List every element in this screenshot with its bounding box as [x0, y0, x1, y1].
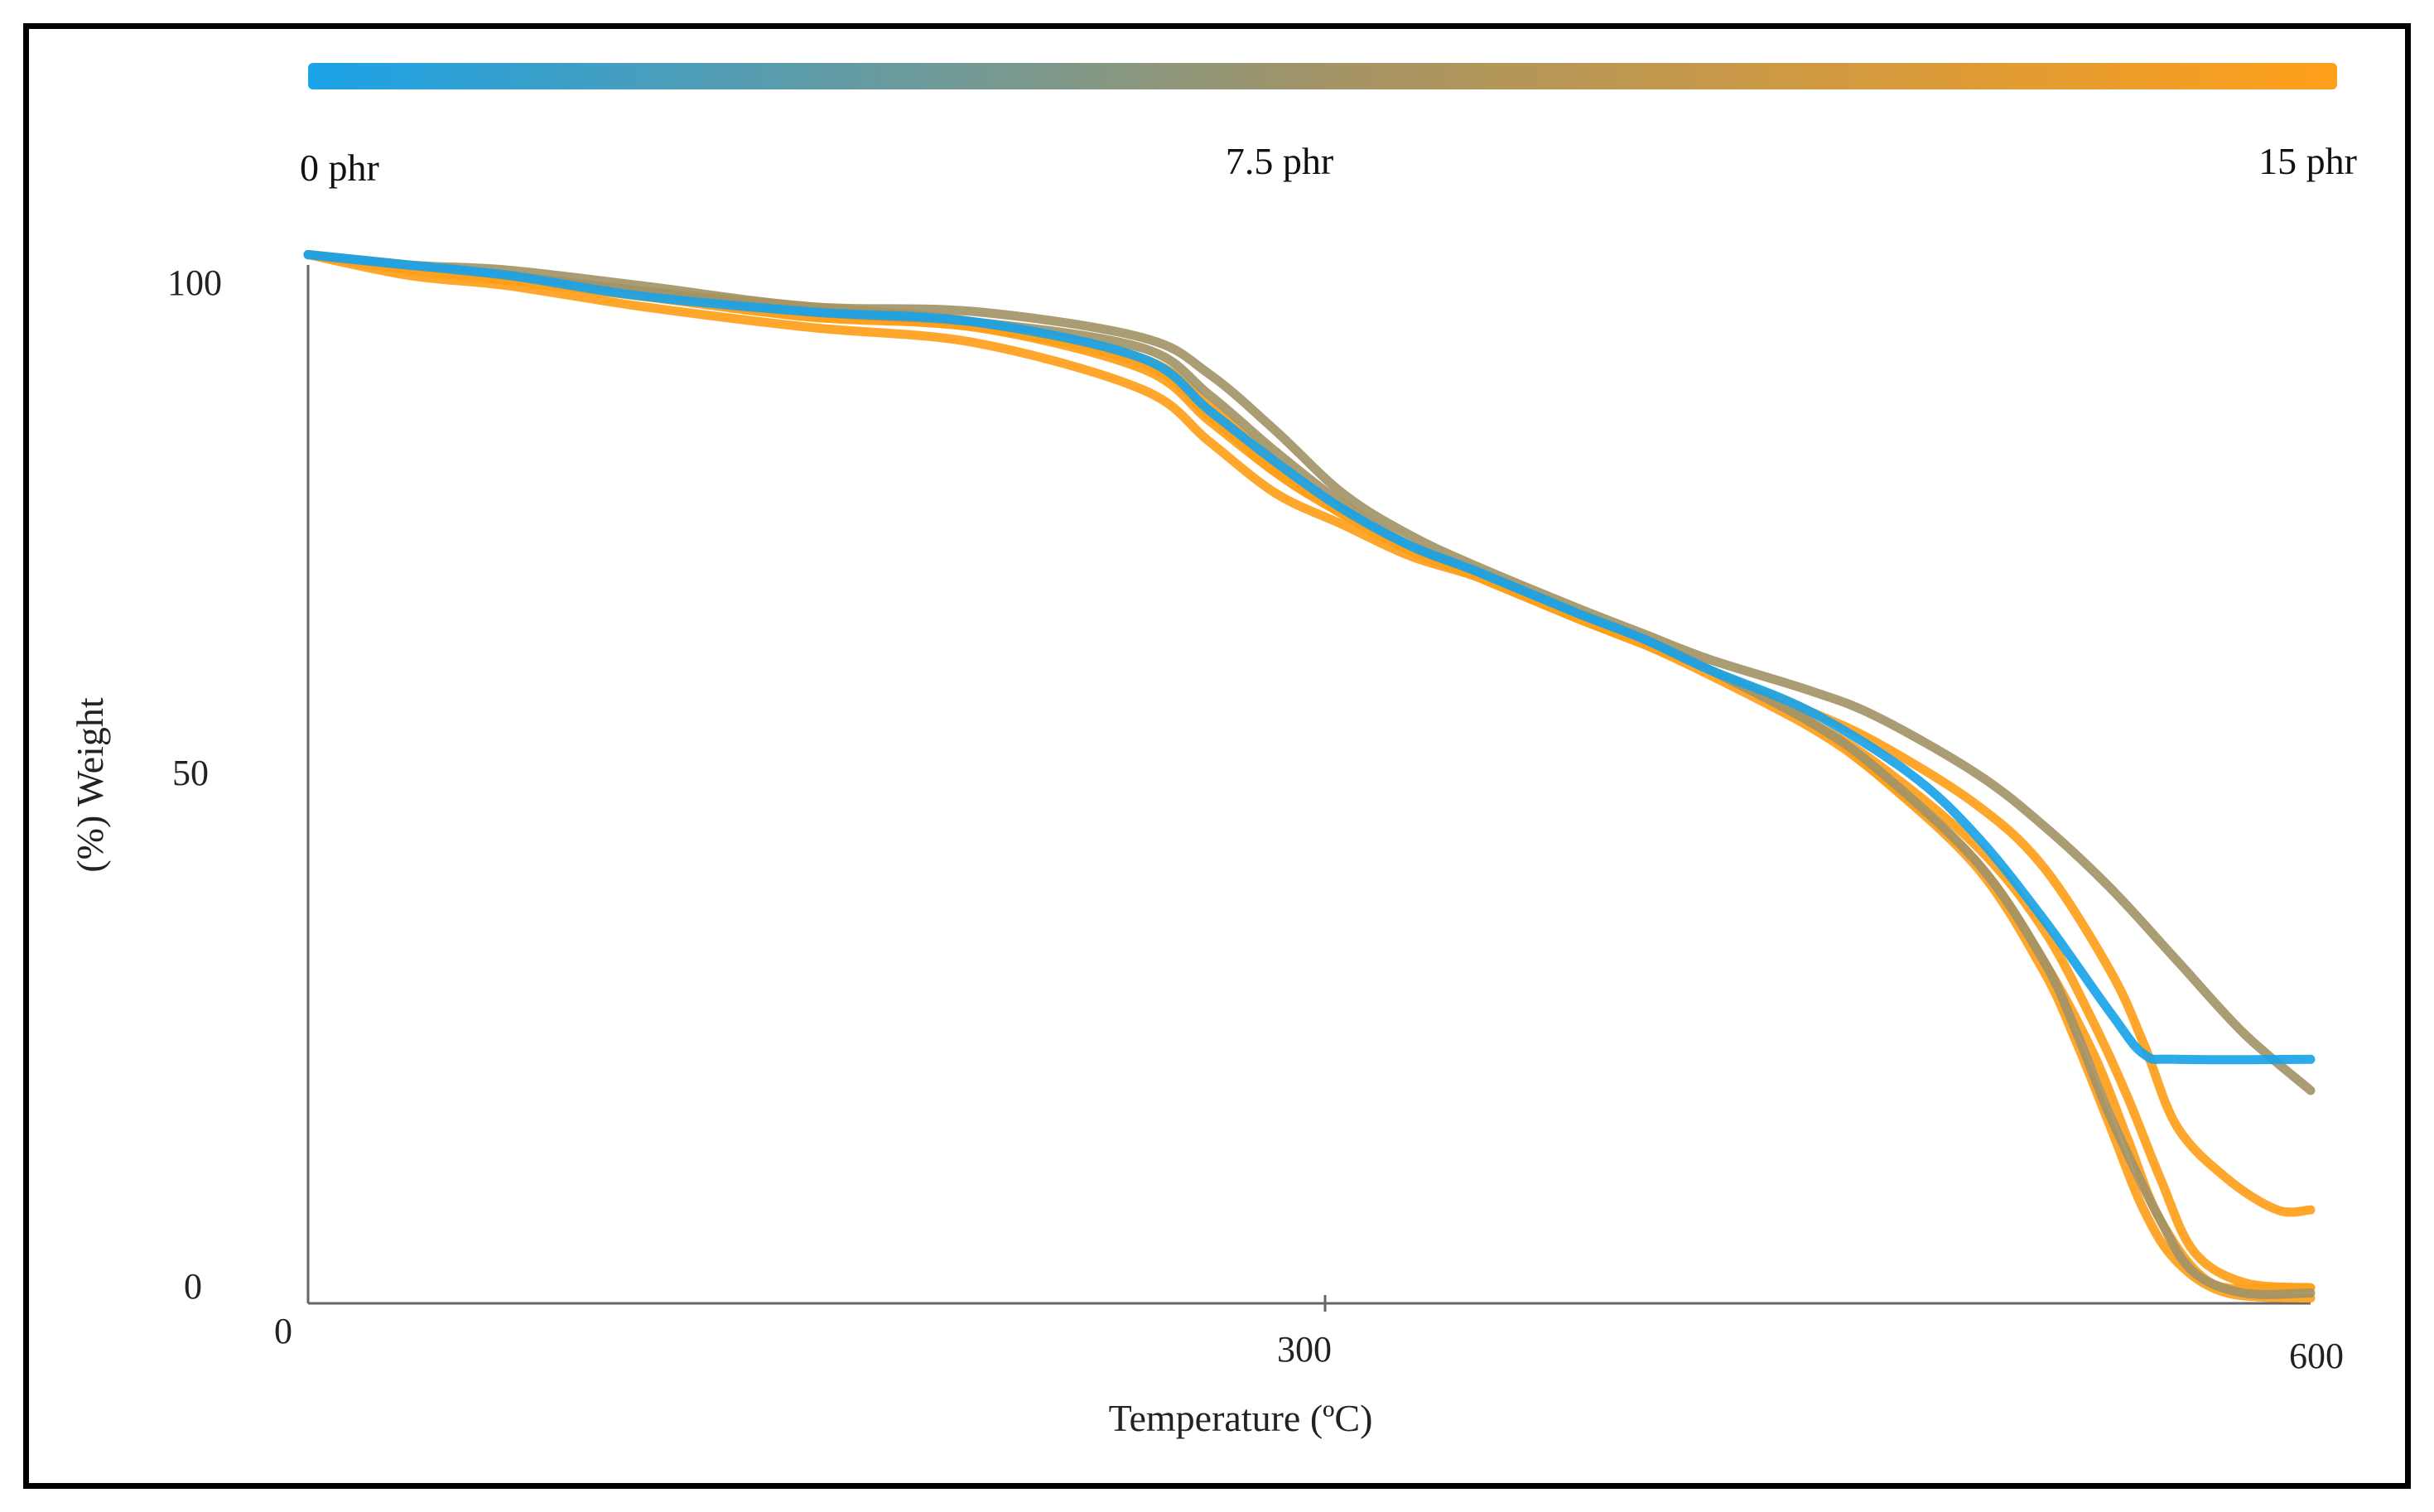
scale-label-end: 15 phr	[2258, 140, 2357, 182]
scale-label-start: 0 phr	[300, 147, 379, 189]
x-tick-label-0: 0	[274, 1311, 292, 1351]
y-axis-title: (%) Weight	[69, 697, 111, 873]
y-tick-label-0: 0	[184, 1266, 202, 1307]
series-line-2	[303, 250, 2316, 1293]
series-line-6	[303, 250, 2316, 1299]
scale-label-mid: 7.5 phr	[1226, 140, 1333, 182]
x-tick-label-600: 600	[2289, 1336, 2344, 1376]
series-line-4	[303, 250, 2316, 1294]
x-tick-label-300: 300	[1277, 1329, 1332, 1370]
series-layer	[303, 250, 2316, 1303]
series-line-1	[303, 250, 2316, 1217]
x-axis-title: Temperature (ºC)	[1109, 1397, 1373, 1439]
color-scale-bar	[308, 63, 2337, 89]
series-line-5	[303, 250, 2316, 1095]
series-line-3	[303, 250, 2316, 1303]
y-tick-label-100: 100	[167, 262, 222, 303]
series-line-7	[303, 250, 2316, 1065]
y-tick-label-50: 50	[172, 753, 209, 793]
